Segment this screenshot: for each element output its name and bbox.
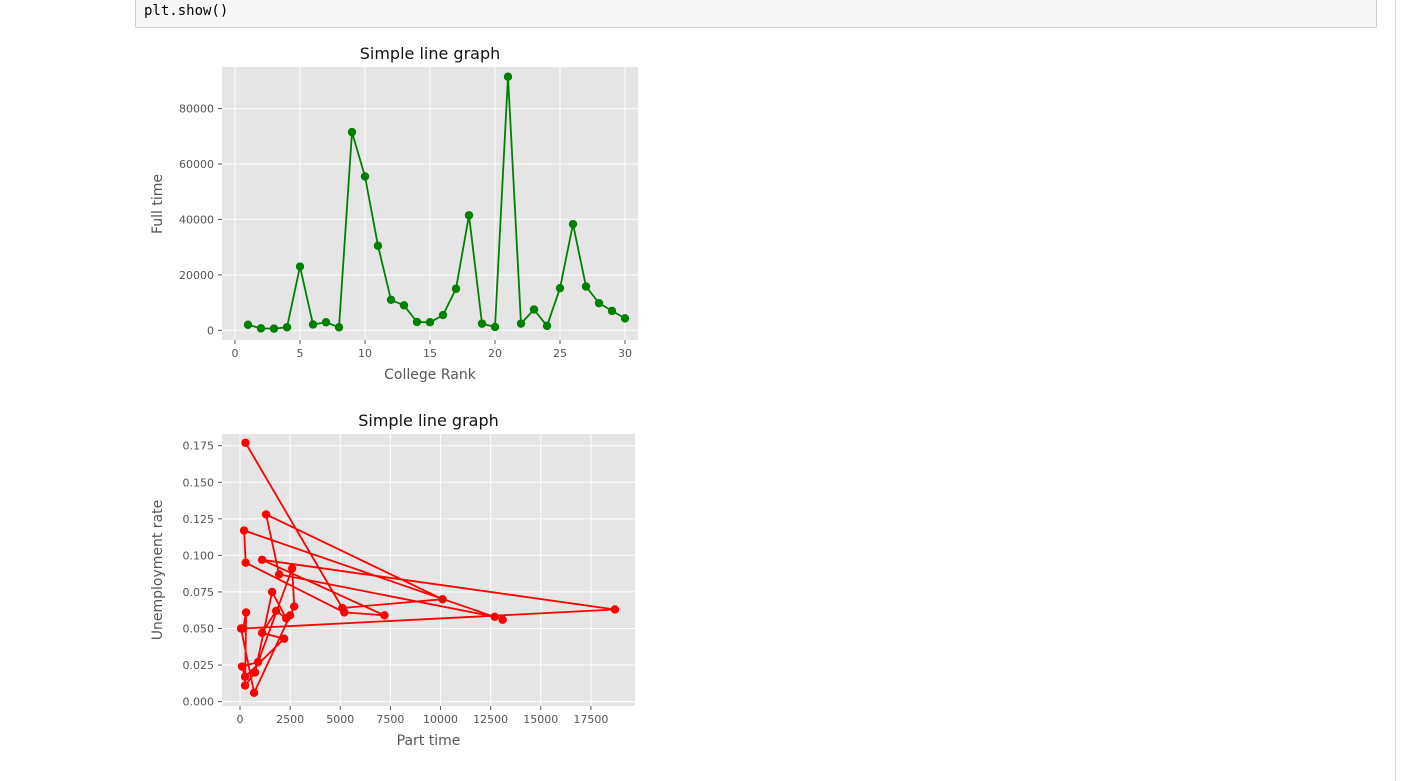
- data-point: [412, 317, 422, 327]
- x-tick-label: 7500: [376, 713, 404, 726]
- data-point: [237, 662, 247, 671]
- data-point: [269, 324, 279, 333]
- y-axis-label: Full time: [150, 174, 166, 234]
- data-point: [607, 306, 617, 316]
- x-tick-label: 10: [358, 347, 372, 360]
- y-tick-label: 0.050: [183, 622, 215, 635]
- data-point: [308, 320, 318, 329]
- y-tick-label: 20000: [179, 269, 214, 282]
- data-point: [568, 219, 578, 229]
- y-tick-label: 0.000: [183, 696, 215, 709]
- data-point: [321, 318, 331, 327]
- data-point: [282, 323, 292, 332]
- data-point: [240, 681, 250, 690]
- code-cell[interactable]: plt.show(): [135, 0, 1377, 28]
- y-tick-label: 0.150: [183, 476, 215, 489]
- x-tick-label: 30: [618, 347, 632, 360]
- chart-title: Simple line graph: [360, 44, 501, 63]
- data-point: [261, 510, 271, 519]
- data-point: [257, 628, 267, 638]
- y-tick-label: 60000: [179, 158, 214, 171]
- y-tick-label: 40000: [179, 213, 214, 226]
- data-point: [490, 322, 500, 332]
- x-tick-label: 15000: [523, 713, 558, 726]
- code-line: plt.show(): [144, 3, 229, 19]
- data-point: [542, 321, 552, 331]
- x-tick-label: 5000: [326, 713, 354, 726]
- data-point: [581, 282, 591, 291]
- data-point: [477, 319, 487, 328]
- x-tick-label: 25: [553, 347, 567, 360]
- series-line: [247, 75, 626, 330]
- data-point: [250, 668, 260, 677]
- data-point: [490, 612, 499, 621]
- x-tick-label: 0: [237, 713, 244, 726]
- data-point: [380, 611, 389, 620]
- y-tick-label: 0: [207, 324, 214, 337]
- data-point: [241, 438, 250, 447]
- x-tick-label: 0: [232, 347, 239, 360]
- data-point: [241, 558, 250, 567]
- y-tick-label: 80000: [179, 103, 214, 116]
- notebook-scroll-edge: [1395, 0, 1396, 781]
- data-point: [334, 323, 344, 332]
- chart-2: 0 2500 5000 7500 10000 12500 15000 17500 0.000 0.…: [150, 411, 635, 749]
- x-axis-label: College Rank: [384, 367, 477, 383]
- y-tick-label: 0.100: [183, 549, 215, 562]
- data-point: [240, 672, 250, 681]
- data-point: [464, 211, 474, 220]
- data-point: [289, 602, 299, 611]
- data-point: [279, 634, 289, 643]
- y-tick-label: 0.025: [183, 659, 215, 672]
- chart-title: Simple line graph: [358, 411, 499, 430]
- data-point: [386, 295, 396, 305]
- data-point: [285, 611, 295, 620]
- chart-1: 0 5 10 15 20 25 30 0 20000 40000 60000 80000 Simple …: [150, 44, 638, 383]
- data-point: [236, 624, 246, 633]
- x-axis-label: Part time: [397, 733, 461, 749]
- data-point: [373, 241, 383, 250]
- data-point: [295, 262, 305, 271]
- data-point: [594, 298, 604, 308]
- y-tick-label: 0.125: [183, 513, 215, 526]
- data-point: [253, 657, 263, 667]
- data-point: [438, 310, 448, 320]
- x-tick-label: 2500: [276, 713, 304, 726]
- data-point: [451, 284, 461, 293]
- data-point: [498, 615, 507, 624]
- data-point: [267, 587, 277, 597]
- y-axis-label: Unemployment rate: [150, 500, 166, 641]
- data-point: [516, 319, 526, 328]
- data-point: [399, 301, 409, 310]
- data-point: [239, 526, 249, 535]
- data-point: [503, 72, 513, 81]
- data-point: [287, 564, 297, 573]
- x-tick-label: 12500: [473, 713, 508, 726]
- data-point: [271, 606, 281, 616]
- x-tick-label: 10000: [423, 713, 458, 726]
- x-tick-label: 15: [423, 347, 437, 360]
- data-point: [340, 608, 349, 617]
- data-point: [274, 570, 284, 579]
- data-point: [529, 305, 539, 314]
- x-tick-label: 17500: [573, 713, 608, 726]
- y-tick-label: 0.075: [183, 586, 215, 599]
- data-point: [360, 172, 370, 181]
- data-point: [620, 314, 630, 323]
- data-point: [610, 605, 620, 614]
- data-point: [241, 608, 251, 617]
- data-point: [257, 555, 267, 564]
- data-point: [438, 595, 447, 604]
- x-tick-label: 5: [297, 347, 304, 360]
- x-tick-label: 20: [488, 347, 502, 360]
- data-point: [425, 318, 435, 327]
- data-point: [256, 324, 266, 333]
- data-point: [347, 127, 357, 137]
- y-tick-label: 0.175: [183, 440, 215, 453]
- data-point: [555, 283, 565, 293]
- data-point: [249, 688, 259, 698]
- series-line: [240, 442, 616, 694]
- data-point: [243, 320, 253, 329]
